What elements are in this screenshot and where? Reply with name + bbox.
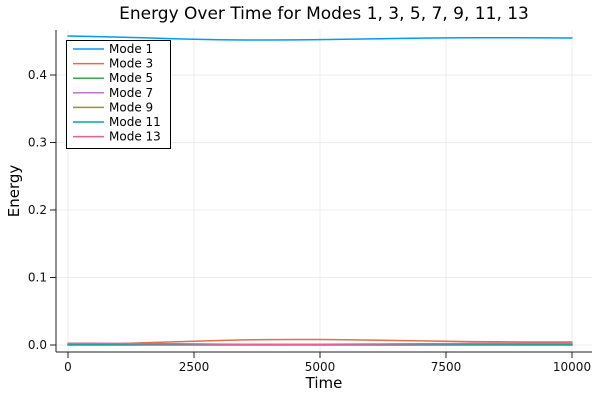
x-tick-label: 0 [64,360,72,374]
series-line-mode-3 [67,338,573,346]
y-tick-label: 0.2 [28,203,47,217]
x-tick-label: 5000 [305,360,336,374]
legend-label: Mode 13 [109,130,161,144]
x-tick-label: 2500 [179,360,210,374]
legend-box [66,40,171,149]
legend-label: Mode 1 [109,42,153,56]
legend-label: Mode 7 [109,86,153,100]
chart-title: Energy Over Time for Modes 1, 3, 5, 7, 9… [119,4,529,24]
legend-label: Mode 5 [109,71,153,85]
x-tick-label: 7500 [431,360,462,374]
y-tick-label: 0.3 [28,136,47,150]
legend-label: Mode 11 [109,115,161,129]
axes [50,30,592,358]
legend-label: Mode 9 [109,100,153,114]
legend-label: Mode 3 [109,57,153,71]
x-axis-label: Time [305,374,343,392]
y-tick-label: 0.1 [28,271,47,285]
y-tick-label: 0.4 [28,68,47,82]
y-tick-label: 0.0 [28,338,47,352]
series-line-mode-13 [67,342,573,346]
x-tick-label: 10000 [553,360,591,374]
series-line-mode-1 [67,35,573,41]
